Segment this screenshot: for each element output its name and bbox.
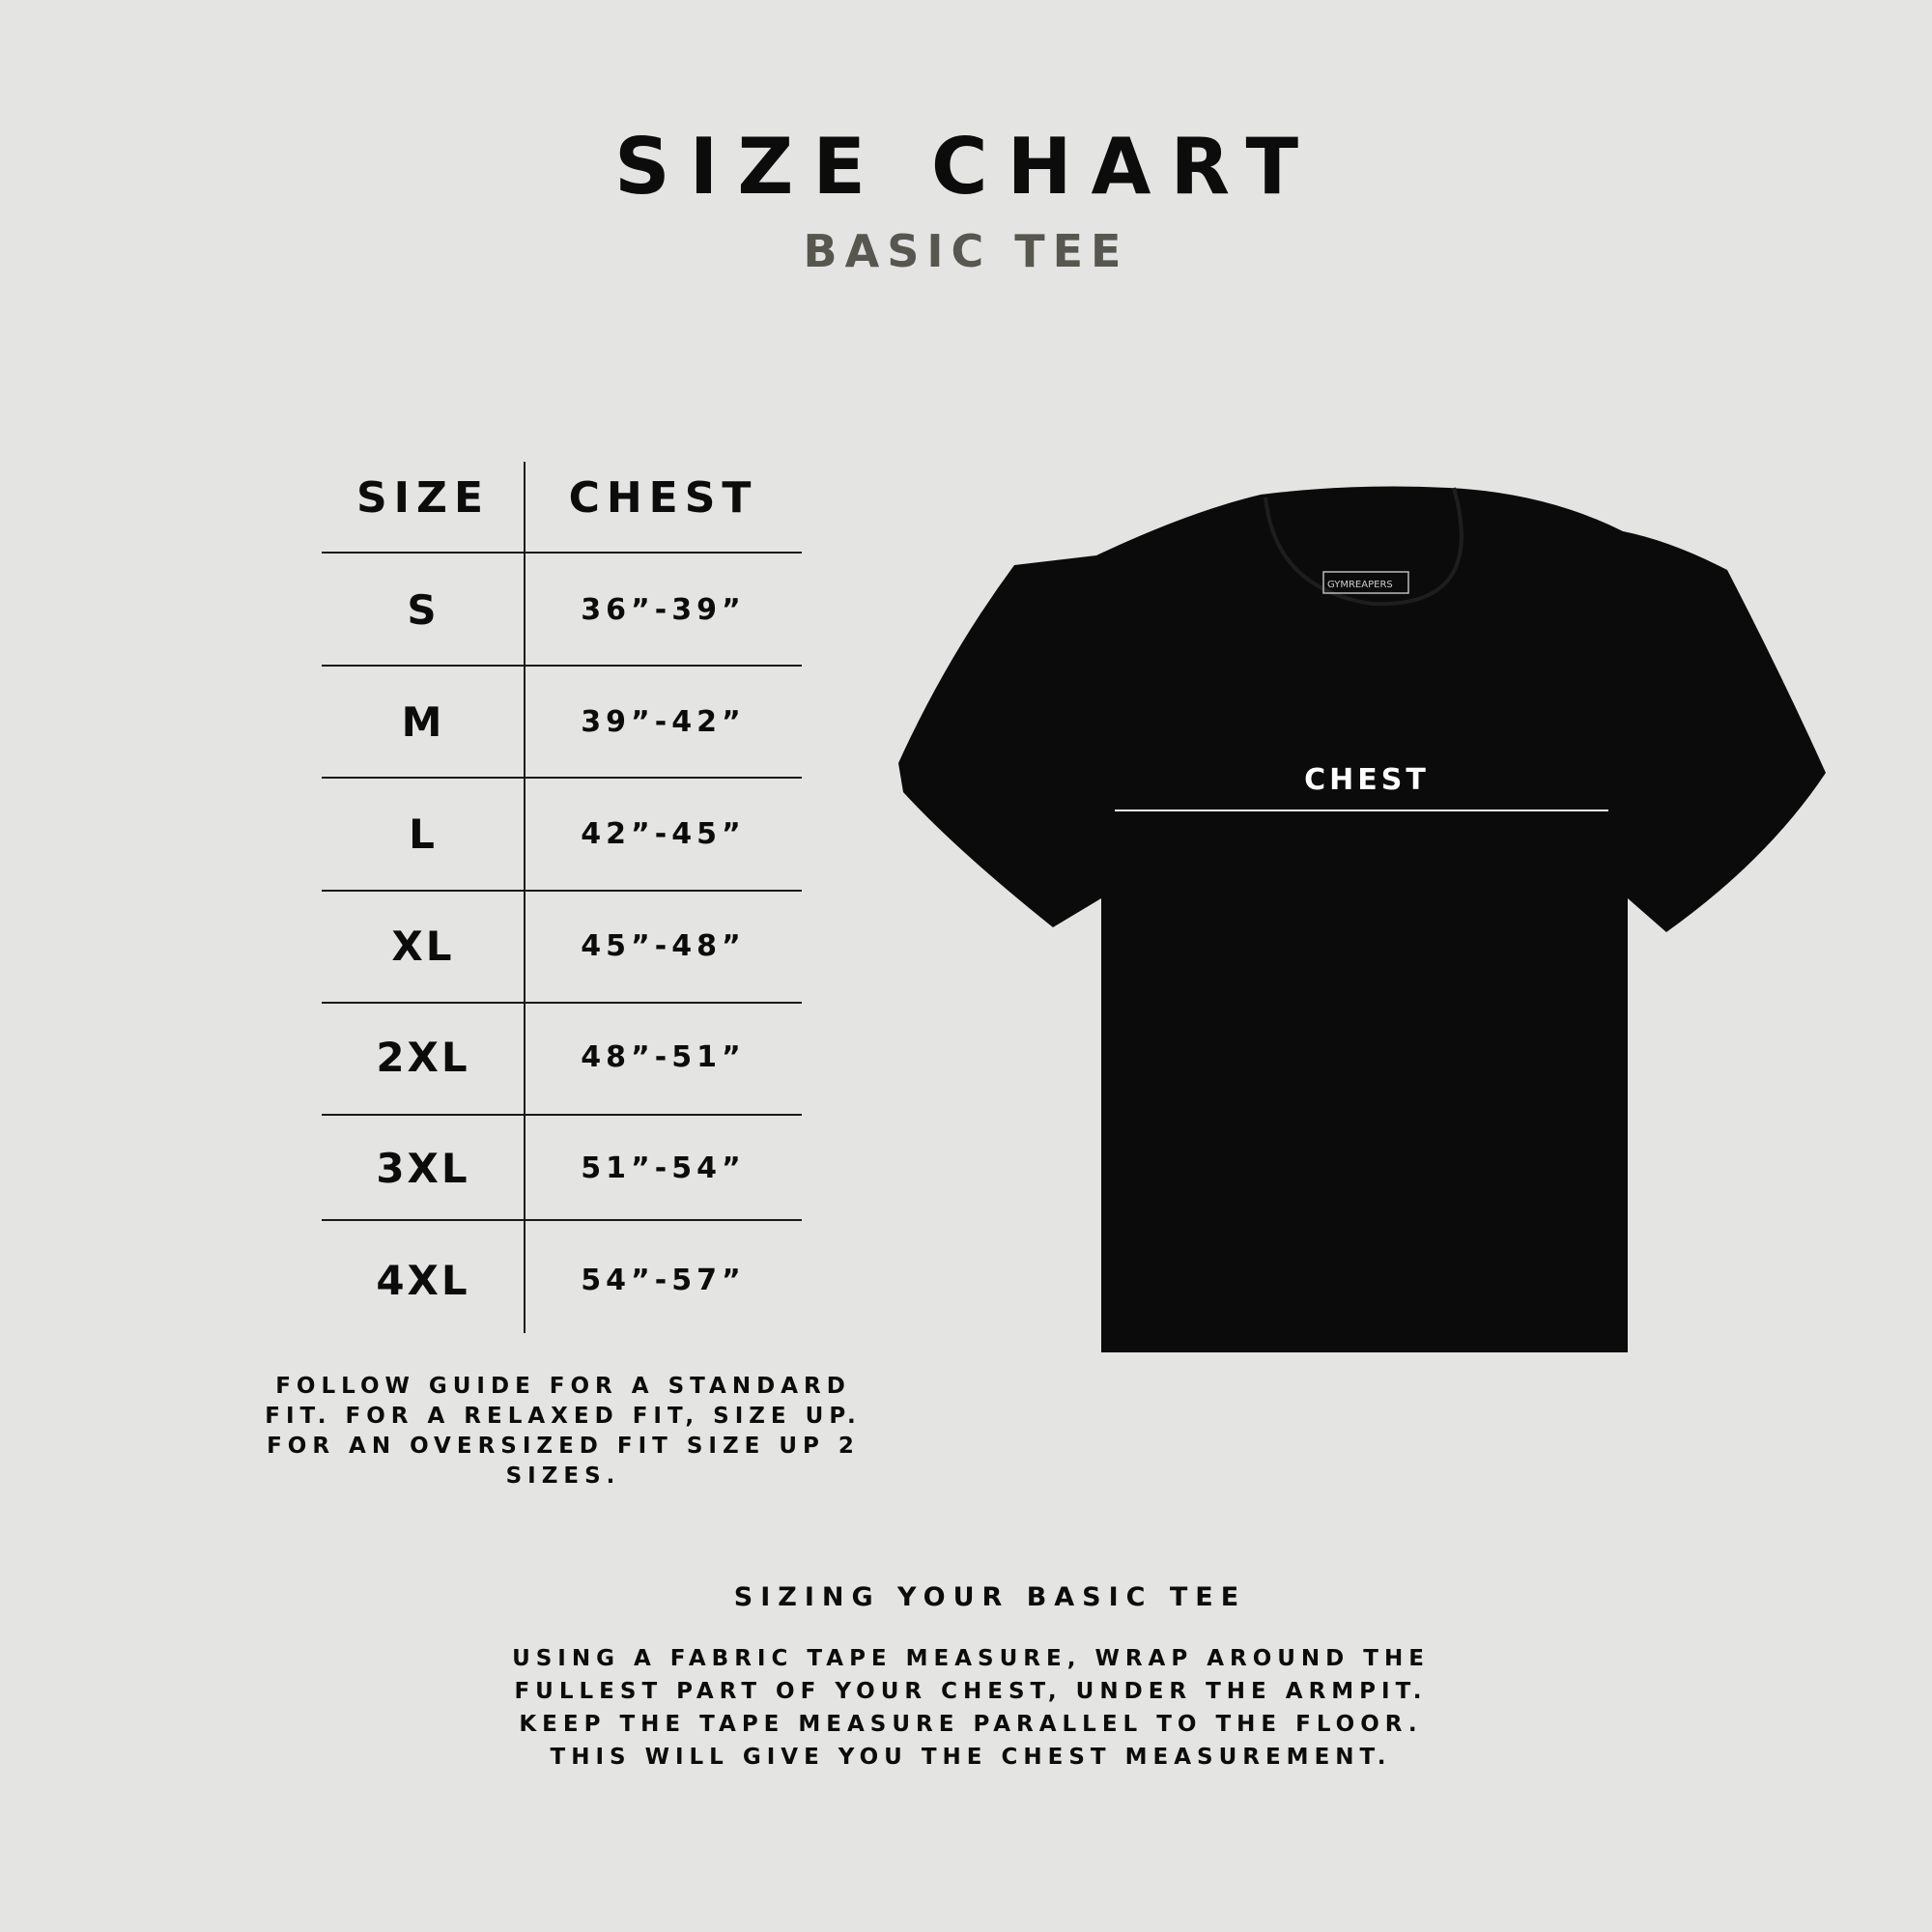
t-shirt-illustration: GYMREAPERS (898, 486, 1826, 1352)
chest-cell: 39”-42” (581, 705, 746, 739)
chest-cell: 45”-48” (581, 929, 746, 963)
chest-cell: 48”-51” (581, 1040, 746, 1074)
row-divider (322, 552, 802, 554)
size-cell: 3XL (376, 1145, 470, 1192)
row-divider (322, 665, 802, 667)
page-subtitle: BASIC TEE (803, 225, 1129, 277)
size-cell: XL (391, 923, 455, 970)
chest-measure-line (1115, 810, 1608, 811)
chest-cell: 51”-54” (581, 1151, 746, 1185)
t-shirt-body (898, 486, 1826, 1352)
size-cell: L (409, 810, 438, 858)
chest-cell: 42”-45” (581, 817, 746, 851)
column-header-chest: CHEST (568, 473, 758, 523)
brand-tag-text: GYMREAPERS (1327, 580, 1393, 590)
fit-note: FOLLOW GUIDE FOR A STANDARD FIT. FOR A R… (265, 1374, 862, 1489)
page-title: SIZE CHART (613, 122, 1319, 212)
chest-cell: 36”-39” (581, 593, 746, 627)
chest-cell: 54”-57” (581, 1264, 746, 1297)
t-shirt-collar (1264, 487, 1463, 607)
row-divider (322, 1002, 802, 1004)
size-cell: 4XL (376, 1257, 470, 1304)
size-cell: S (407, 586, 440, 634)
size-cell: 2XL (376, 1034, 470, 1081)
row-divider (322, 1114, 802, 1116)
row-divider (322, 777, 802, 779)
chest-measure-label: CHEST (1304, 763, 1430, 797)
row-divider (322, 1219, 802, 1221)
howto-heading: SIZING YOUR BASIC TEE (733, 1582, 1247, 1612)
column-divider (524, 462, 526, 1333)
column-header-size: SIZE (355, 473, 491, 523)
howto-text: USING A FABRIC TAPE MEASURE, WRAP AROUND… (512, 1646, 1430, 1770)
size-cell: M (401, 698, 445, 746)
brand-tag (1322, 571, 1409, 594)
row-divider (322, 890, 802, 892)
